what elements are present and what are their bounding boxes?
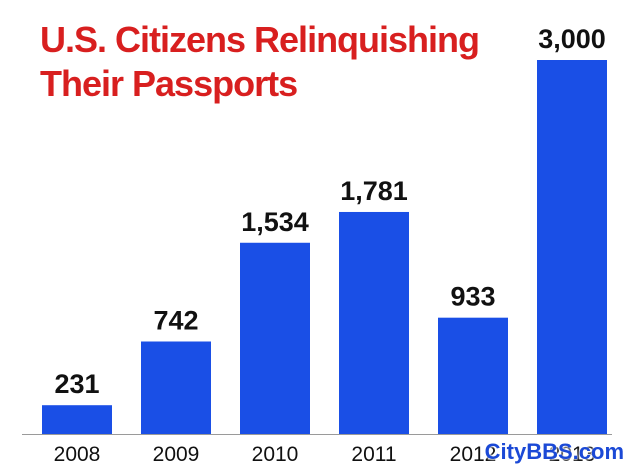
value-label-2011: 1,781 bbox=[340, 176, 408, 206]
value-label-2013: 3,000 bbox=[538, 24, 606, 54]
bar-2009 bbox=[141, 341, 211, 434]
chart-title-line-1: U.S. Citizens Relinquishing bbox=[40, 19, 480, 60]
bar-2011 bbox=[339, 211, 409, 434]
bar-2010 bbox=[240, 242, 310, 434]
bar-2008 bbox=[42, 405, 112, 434]
x-tick-2012: 2012 bbox=[450, 443, 497, 466]
bar-2013 bbox=[537, 60, 607, 434]
bar-2012 bbox=[438, 317, 508, 434]
chart-title-line-2: Their Passports bbox=[40, 63, 298, 104]
watermark: CityBBS.com bbox=[484, 439, 624, 464]
x-tick-2011: 2011 bbox=[351, 443, 396, 466]
value-label-2012: 933 bbox=[450, 282, 495, 312]
x-tick-2009: 2009 bbox=[153, 443, 200, 466]
value-label-2010: 1,534 bbox=[241, 207, 309, 237]
x-tick-2010: 2010 bbox=[252, 443, 299, 466]
x-tick-2013: 2013 bbox=[549, 443, 596, 466]
value-label-2008: 231 bbox=[54, 369, 99, 399]
value-label-2009: 742 bbox=[153, 305, 198, 335]
chart-title: U.S. Citizens Relinquishing Their Passpo… bbox=[40, 18, 480, 106]
x-tick-2008: 2008 bbox=[54, 443, 101, 466]
